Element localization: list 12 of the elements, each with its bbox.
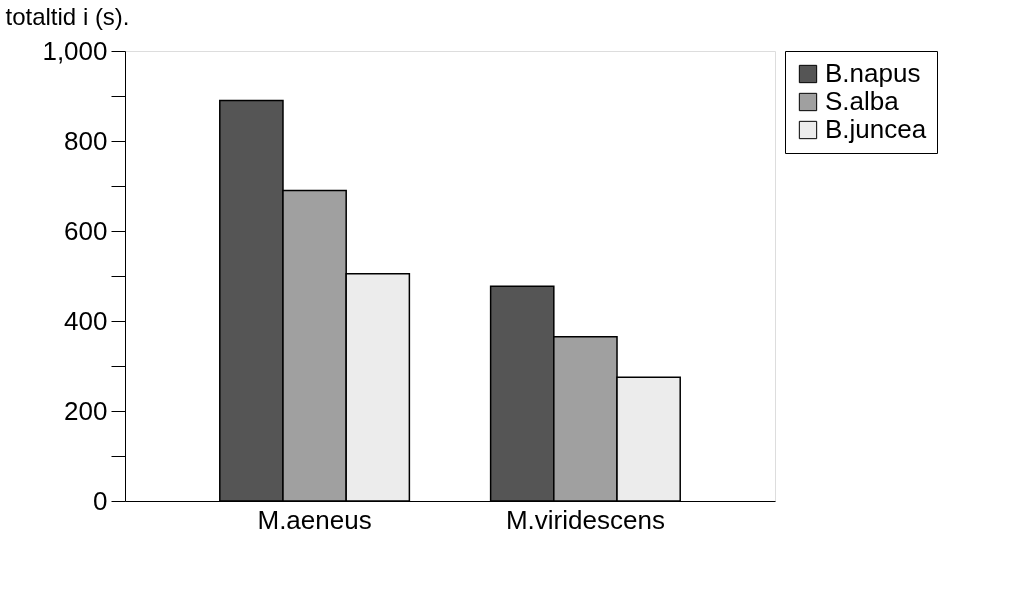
legend-label: B.juncea (825, 114, 927, 144)
y-axis-title: totaltid i (s). (5, 2, 130, 30)
y-tick-label: 800 (64, 125, 108, 156)
x-tick-label: M.viridescens (505, 504, 665, 535)
y-tick-label: 0 (93, 485, 108, 516)
legend-label: S.alba (825, 86, 900, 116)
y-tick-label: 1,000 (42, 35, 108, 66)
y-tick-label: 600 (64, 215, 108, 246)
y-tick-label: 400 (64, 305, 108, 336)
legend-label: B.napus (825, 58, 921, 88)
x-tick-label: M.aeneus (257, 504, 372, 535)
y-tick-label: 200 (64, 395, 108, 426)
